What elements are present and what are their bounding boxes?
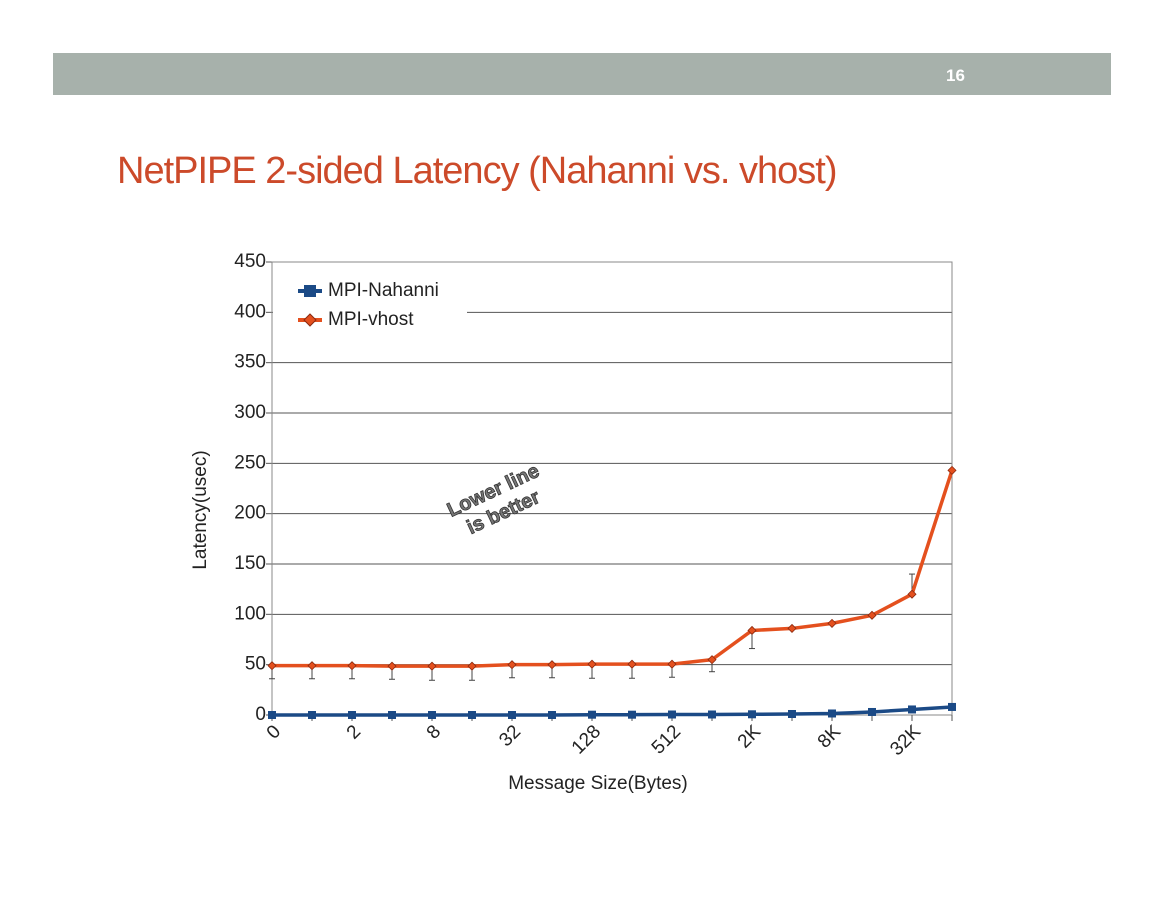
y-tick-label: 450 xyxy=(234,251,266,272)
series-line xyxy=(272,469,954,668)
y-tick-label: 400 xyxy=(234,301,266,322)
point xyxy=(508,711,516,719)
x-tick-label: 2K xyxy=(734,721,766,753)
point xyxy=(667,659,677,669)
point xyxy=(548,711,556,719)
y-tick-label: 350 xyxy=(234,352,266,373)
point xyxy=(828,709,836,718)
point xyxy=(947,465,957,475)
y-tick-label: 250 xyxy=(234,452,266,473)
x-tick-label: 2 xyxy=(343,721,365,743)
point xyxy=(627,659,637,669)
point xyxy=(588,710,596,719)
y-tick-label: 0 xyxy=(255,704,266,725)
x-axis-label: Message Size(Bytes) xyxy=(508,773,688,794)
point xyxy=(387,661,397,671)
point xyxy=(267,661,277,671)
point xyxy=(308,711,316,719)
x-tick-label: 512 xyxy=(648,721,685,758)
point xyxy=(748,710,756,719)
legend-label: MPI-Nahanni xyxy=(328,280,439,301)
point xyxy=(907,589,917,599)
legend-marker xyxy=(304,285,316,297)
header-bar xyxy=(53,53,1111,95)
point xyxy=(747,625,757,636)
point xyxy=(507,660,517,670)
point xyxy=(788,709,796,718)
point xyxy=(948,702,956,711)
y-tick-label: 150 xyxy=(234,553,266,574)
point xyxy=(908,705,916,714)
point xyxy=(428,711,436,719)
slide-title: NetPIPE 2-sided Latency (Nahanni vs. vho… xyxy=(117,150,837,192)
point xyxy=(668,710,676,719)
point xyxy=(467,661,477,671)
y-axis-label: Latency(usec) xyxy=(190,450,211,569)
x-tick-label: 128 xyxy=(568,721,605,758)
point xyxy=(427,661,437,671)
x-tick-label: 32K xyxy=(886,721,925,760)
point xyxy=(547,660,557,670)
point xyxy=(707,655,717,665)
slide-number: 16 xyxy=(946,66,965,85)
point xyxy=(268,711,276,719)
point xyxy=(708,710,716,719)
point xyxy=(348,711,356,719)
point xyxy=(388,711,396,719)
x-tick-label: 0 xyxy=(263,721,285,743)
point xyxy=(307,661,317,671)
y-tick-label: 50 xyxy=(245,654,266,675)
point xyxy=(347,661,357,671)
series-line xyxy=(272,705,953,717)
point xyxy=(787,623,797,633)
point xyxy=(468,711,476,719)
y-tick-label: 300 xyxy=(234,402,266,423)
point xyxy=(827,618,837,628)
point xyxy=(868,707,876,716)
legend-label: MPI-vhost xyxy=(328,309,414,330)
point xyxy=(587,659,597,669)
point xyxy=(867,610,877,620)
y-tick-label: 200 xyxy=(234,503,266,524)
x-tick-label: 8 xyxy=(423,721,445,743)
x-tick-label: 8K xyxy=(814,721,846,753)
y-tick-label: 100 xyxy=(234,603,266,624)
legend-marker xyxy=(303,313,317,327)
x-tick-label: 32 xyxy=(495,721,525,751)
point xyxy=(628,710,636,719)
